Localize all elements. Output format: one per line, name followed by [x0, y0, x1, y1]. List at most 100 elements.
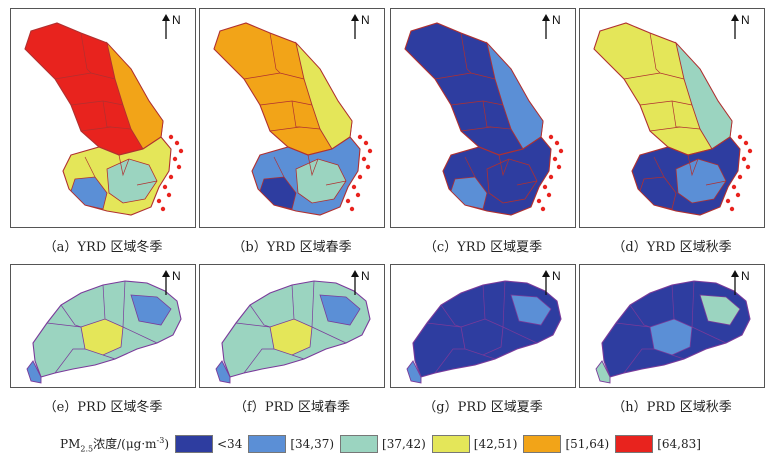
island-mark	[172, 156, 178, 162]
yrd-boundary-line	[291, 100, 300, 128]
yrd-boundary-line	[102, 100, 111, 128]
legend-label: [64,83]	[657, 437, 701, 451]
prd-boundary-line	[629, 304, 651, 328]
island-mark	[725, 198, 731, 204]
island-mark	[737, 174, 743, 180]
prd-boundary-line	[691, 280, 695, 328]
north-label: N	[552, 13, 561, 27]
legend-label: [42,51)	[473, 437, 518, 451]
prd-boundary-line	[440, 304, 462, 328]
map-panel-prd-summer: N	[390, 264, 576, 388]
island-mark	[363, 140, 369, 146]
prd-boundary-line	[311, 326, 347, 344]
map-svg	[213, 22, 373, 216]
panel-caption: （f）PRD 区域春季	[234, 400, 350, 415]
island-mark	[737, 134, 743, 140]
prd-peninsula	[215, 360, 231, 384]
yrd-boundary-line	[649, 32, 661, 74]
legend-swatch	[248, 435, 287, 453]
map-svg	[406, 280, 562, 384]
island-mark	[160, 206, 166, 212]
legend-title: PM2.5浓度/(μg·m-3)	[60, 435, 169, 454]
island-mark	[367, 148, 373, 154]
island-mark	[166, 192, 172, 198]
panel-caption: （g）PRD 区域夏季	[423, 400, 543, 415]
prd-boundary-line	[122, 326, 158, 344]
prd-boundary-line	[122, 280, 126, 328]
prd-boundary-line	[243, 348, 274, 374]
north-label: N	[552, 269, 561, 283]
prd-boundary-line	[671, 284, 675, 320]
yrd-southcenter-region	[675, 158, 727, 204]
island-mark	[345, 198, 351, 204]
island-mark	[542, 184, 548, 190]
panel-caption: （h）PRD 区域秋季	[612, 400, 732, 415]
north-label: N	[741, 13, 750, 27]
island-mark	[355, 192, 361, 198]
yrd-boundary-line	[705, 180, 727, 186]
prd-boundary-line	[54, 348, 85, 374]
island-mark	[365, 164, 371, 170]
legend-swatch	[340, 435, 379, 453]
north-label: N	[361, 13, 370, 27]
map-svg	[593, 22, 753, 216]
prd-peninsula	[406, 360, 422, 384]
yrd-boundary-line	[273, 156, 285, 178]
island-mark	[162, 184, 168, 190]
prd-boundary-line	[482, 284, 486, 320]
yrd-southcenter-region	[295, 158, 347, 204]
island-mark	[729, 206, 735, 212]
island-mark	[743, 140, 749, 146]
legend-item: [64,83]	[615, 435, 701, 453]
prd-east-region	[699, 294, 741, 326]
legend-swatch	[431, 435, 470, 453]
yrd-boundary-line	[269, 32, 281, 74]
prd-boundary-line	[249, 304, 271, 328]
prd-boundary-line	[691, 326, 727, 344]
yrd-boundary-line	[80, 32, 92, 74]
prd-boundary-line	[502, 280, 506, 328]
legend-label: <34	[217, 437, 243, 451]
map-panel-yrd-spring: N	[199, 8, 385, 228]
yrd-boundary-line	[687, 154, 699, 177]
island-mark	[548, 134, 554, 140]
prd-boundary-line	[46, 322, 82, 328]
yrd-boundary-line	[307, 154, 319, 177]
island-mark	[174, 140, 180, 146]
yrd-boundary-line	[118, 154, 130, 177]
island-mark	[176, 164, 182, 170]
legend-label: [34,37)	[290, 437, 335, 451]
legend-swatch	[175, 435, 213, 453]
map-panel-yrd-autumn: N	[579, 8, 765, 228]
legend-item: [34,37)	[248, 435, 334, 453]
island-mark	[558, 148, 564, 154]
island-mark	[745, 164, 751, 170]
island-mark	[556, 164, 562, 170]
yrd-boundary-line	[136, 180, 158, 186]
yrd-boundary-line	[671, 100, 680, 128]
prd-boundary-line	[102, 354, 116, 360]
island-mark	[361, 156, 367, 162]
prd-boundary-line	[60, 304, 82, 328]
legend-swatch	[523, 435, 562, 453]
island-mark	[357, 134, 363, 140]
yrd-southcenter-region	[486, 158, 538, 204]
prd-boundary-line	[291, 354, 305, 360]
island-mark	[168, 134, 174, 140]
prd-east-region	[319, 294, 361, 326]
prd-boundary-line	[615, 322, 651, 328]
map-panel-prd-autumn: N	[579, 264, 765, 388]
map-panel-yrd-summer: N	[390, 8, 576, 228]
yrd-boundary-line	[325, 180, 347, 186]
legend: PM2.5浓度/(μg·m-3) <34 [34,37) [37,42) [42,51…	[60, 432, 707, 456]
prd-boundary-line	[502, 326, 538, 344]
panel-caption: （e）PRD 区域冬季	[43, 400, 163, 415]
island-mark	[168, 174, 174, 180]
panel-caption: （a）YRD 区域冬季	[43, 240, 163, 255]
map-panel-prd-winter: N	[10, 264, 196, 388]
legend-item: [51,64)	[523, 435, 609, 453]
island-mark	[548, 174, 554, 180]
prd-peninsula	[26, 360, 42, 384]
panel-caption: （b）YRD 区域春季	[232, 240, 352, 255]
legend-swatch	[615, 435, 654, 453]
